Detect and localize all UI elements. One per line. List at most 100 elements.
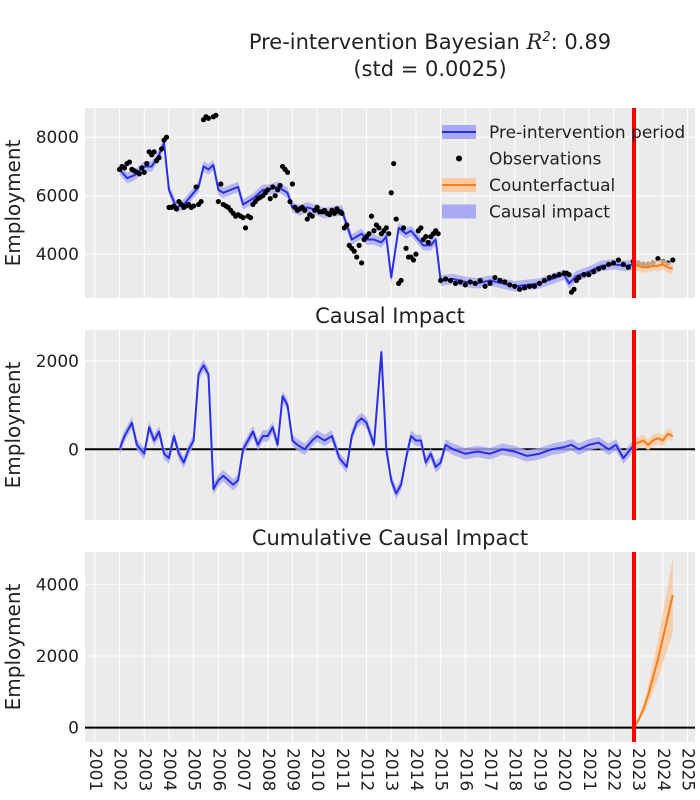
observation-point (670, 257, 676, 263)
observation-point (425, 239, 431, 246)
observation-point (304, 216, 310, 222)
observation-point (526, 283, 533, 289)
plot-background (85, 552, 695, 742)
figure-title-line2: (std = 0.0025) (353, 57, 507, 81)
observation-point (242, 225, 249, 231)
observation-point (477, 277, 483, 284)
observation-point (605, 261, 612, 267)
x-tick-label: 2012 (357, 748, 377, 791)
observation-point (354, 254, 360, 260)
x-tick-label: 2018 (505, 748, 525, 791)
observation-point (267, 196, 273, 202)
panel-3: 0 2000 4000 Cumulative Causal Impact Employm… (1, 526, 698, 791)
observation-point (151, 149, 157, 155)
observation-point (193, 184, 199, 190)
observation-point (410, 257, 417, 263)
observation-point (655, 255, 661, 262)
figure-title-prefix: Pre-intervention Bayesian (248, 30, 527, 54)
y-tick-label: 0 (68, 440, 79, 460)
counterfactual-line (633, 432, 674, 446)
x-tick-label: 2016 (455, 748, 475, 791)
x-tick-label: 2003 (134, 748, 154, 791)
observation-point (541, 277, 547, 284)
observation-point (144, 160, 150, 167)
observation-point (536, 280, 543, 286)
observation-point (136, 171, 142, 177)
observation-point (615, 257, 622, 263)
observation-point (277, 182, 283, 189)
observation-point (289, 181, 296, 187)
observation-point (487, 280, 493, 286)
x-tick-label: 2014 (406, 748, 426, 791)
observation-point (551, 273, 557, 279)
observation-point (198, 198, 204, 205)
observation-point (571, 286, 577, 292)
observation-point (368, 213, 375, 219)
x-tick-label: 2019 (529, 748, 549, 791)
observation-point (610, 260, 617, 266)
observation-point (596, 266, 602, 272)
x-tick-label: 2002 (110, 748, 130, 791)
observation-point (141, 169, 147, 175)
panel-title: Cumulative Causal Impact (252, 526, 528, 550)
observation-point (400, 225, 407, 231)
legend-entry-label: Counterfactual (489, 176, 615, 196)
observation-point (356, 242, 362, 248)
observation-point (366, 231, 372, 237)
x-tick-label: 2025 (678, 748, 698, 791)
y-tick-label: 2000 (36, 647, 79, 667)
x-tick-label: 2005 (184, 748, 204, 791)
panel-title: Causal Impact (315, 304, 465, 328)
y-tick-label: 4000 (36, 245, 79, 265)
observation-point (376, 225, 382, 231)
observation-point (339, 210, 345, 216)
observation-point (358, 260, 365, 266)
x-tick-label: 2021 (579, 748, 599, 791)
observation-point (546, 274, 552, 281)
observation-point (393, 216, 399, 222)
plot-background (85, 330, 695, 520)
y-tick-label: 4000 (36, 575, 79, 595)
observation-point (531, 283, 538, 289)
observation-point (215, 198, 221, 205)
observation-point (326, 212, 333, 218)
legend-entry-label: Pre-intervention period (489, 123, 685, 143)
x-tick-label: 2006 (208, 748, 228, 791)
legend-swatch-causal-impact (442, 204, 476, 219)
x-tick-label: 2001 (85, 748, 105, 791)
observation-point (213, 112, 219, 118)
observation-point (240, 215, 246, 221)
x-tick-label: 2010 (307, 748, 327, 791)
observation-point (403, 245, 409, 251)
x-tick-label: 2017 (480, 748, 500, 791)
observation-point (601, 264, 607, 270)
x-tick-label: 2013 (381, 748, 401, 791)
legend-entry-label: Observations (489, 150, 602, 170)
figure-title-suffix: : 0.89 (550, 30, 612, 54)
observation-point (173, 206, 179, 212)
observation-point (566, 272, 572, 278)
observation-point (507, 282, 513, 288)
observation-point (435, 231, 441, 237)
r2-symbol: R (526, 30, 543, 54)
observation-point (521, 285, 528, 291)
observation-point (388, 190, 394, 196)
observation-point (156, 155, 162, 161)
x-tick-label: 2022 (604, 748, 624, 791)
observation-point (492, 274, 498, 281)
observation-point (398, 277, 404, 284)
observation-point (482, 283, 488, 289)
observation-point (497, 277, 503, 284)
x-tick-label: 2008 (258, 748, 278, 791)
observation-point (314, 204, 320, 210)
observation-point (383, 225, 389, 231)
observation-point (423, 234, 429, 240)
observation-point (163, 134, 170, 140)
observation-point (265, 187, 271, 193)
y-tick-label: 8000 (36, 128, 79, 148)
observation-point (447, 277, 454, 284)
observation-point (121, 165, 128, 171)
observation-point (309, 213, 315, 219)
legend-entry-label: Causal impact (489, 203, 610, 223)
y-tick-label: 2000 (36, 352, 79, 372)
